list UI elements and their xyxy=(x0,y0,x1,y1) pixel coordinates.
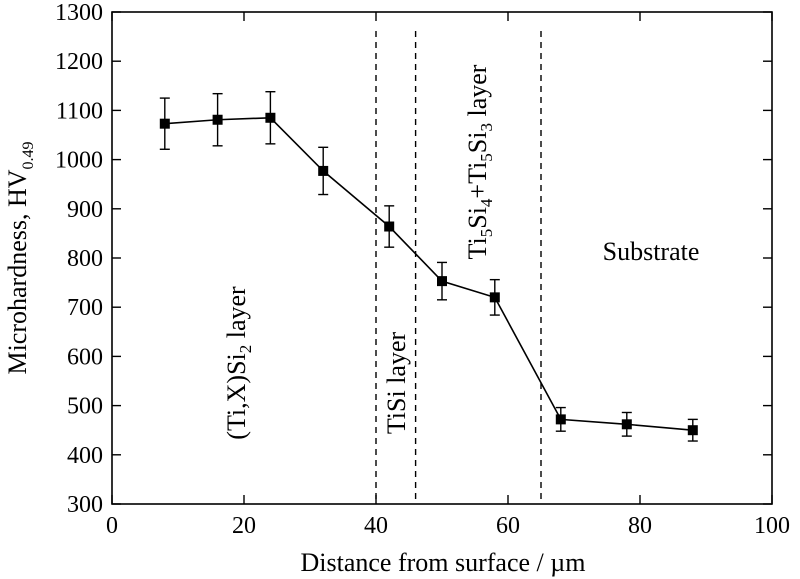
annotation-titsi2: (Ti,X)Si2 layer xyxy=(222,286,255,440)
annotation-text-part: 4 xyxy=(477,198,496,207)
data-point-marker xyxy=(212,114,223,125)
annotation-text-part: +Ti xyxy=(463,162,492,199)
annotation-text-part: layer xyxy=(222,286,251,345)
annotation-ti5si4: Ti5Si4+Ti5Si3 layer xyxy=(463,64,496,259)
series-line xyxy=(164,116,693,431)
data-point-marker xyxy=(318,165,329,176)
x-tick-label: 100 xyxy=(754,513,790,539)
annotation-text-part: TiSi layer xyxy=(382,331,411,434)
x-axis-title: Distance from surface / µm xyxy=(301,548,586,577)
data-point-marker xyxy=(437,276,447,287)
series-layer xyxy=(159,91,698,442)
annotation-text-part: 2 xyxy=(236,345,255,354)
axis-ticks xyxy=(111,11,773,505)
y-tick-label: 300 xyxy=(67,492,103,518)
y-tick-label: 900 xyxy=(67,197,103,223)
x-tick-label: 0 xyxy=(106,513,118,539)
annotation-text-part: 3 xyxy=(477,123,496,132)
x-tick-label: 20 xyxy=(232,513,256,539)
y-tick-label: 400 xyxy=(67,443,103,469)
annotation-text-part: Ti xyxy=(463,237,492,259)
x-tick-label: 80 xyxy=(628,513,652,539)
y-tick-label: 1000 xyxy=(55,148,103,174)
y-tick-label: 1100 xyxy=(56,98,103,124)
annotation-text-part: Si xyxy=(463,132,492,154)
annotation-tisi: TiSi layer xyxy=(382,331,411,434)
y-tick-label: 1300 xyxy=(55,0,103,26)
data-point-marker xyxy=(384,221,395,232)
annotation-text-part: 5 xyxy=(477,229,496,238)
data-point-marker xyxy=(687,425,698,436)
annotation-text-part: layer xyxy=(463,64,492,123)
data-point-marker xyxy=(489,292,500,303)
x-tick-label: 60 xyxy=(496,513,520,539)
annotation-substrate: Substrate xyxy=(603,237,700,266)
annotation-text-part: 5 xyxy=(477,153,496,162)
annotation-text-part: Si xyxy=(463,207,492,229)
y-axis-title: Microhardness, HV0.49 xyxy=(3,141,37,374)
y-axis-title-main: Microhardness, HV xyxy=(3,169,32,374)
data-point-marker xyxy=(621,419,632,430)
y-tick-label: 1200 xyxy=(55,49,103,75)
y-axis-title-subscript: 0.49 xyxy=(20,141,37,169)
y-tick-label: 800 xyxy=(67,246,103,272)
layer-boundaries xyxy=(375,31,542,504)
annotation-text-part: Substrate xyxy=(603,237,700,266)
data-point-marker xyxy=(159,118,170,129)
data-point-marker xyxy=(555,414,566,425)
tick-labels: 0 20 40 60 80 100 300 400 500 600 700 800 900 1000 110… xyxy=(55,0,790,539)
x-tick-label: 40 xyxy=(364,513,388,539)
annotation-text-part: (Ti,X)Si xyxy=(222,353,251,439)
y-tick-label: 600 xyxy=(67,344,103,370)
y-tick-label: 500 xyxy=(67,394,103,420)
y-tick-label: 700 xyxy=(67,295,103,321)
data-point-marker xyxy=(265,112,276,123)
